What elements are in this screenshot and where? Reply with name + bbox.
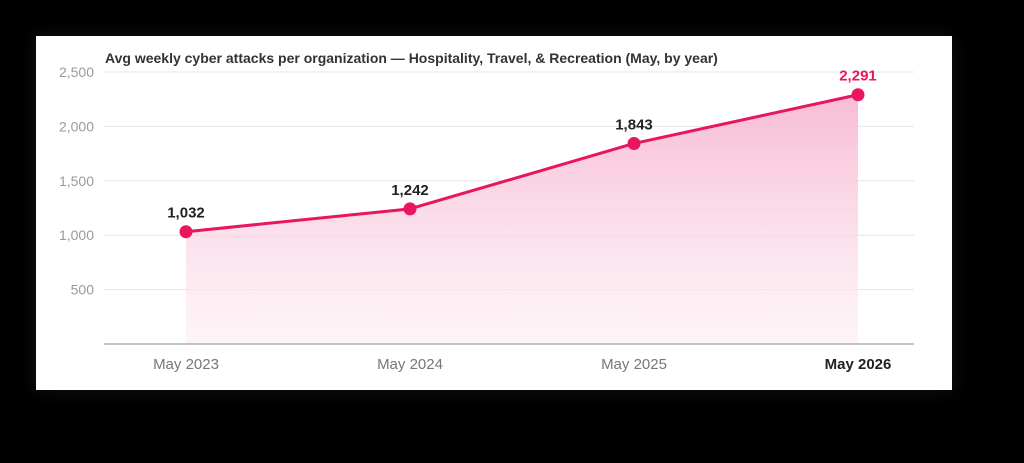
data-point [851,88,865,102]
line-area-chart: Avg weekly cyber attacks per organizatio… [59,50,914,373]
x-tick-label: May 2024 [377,356,443,373]
series-line [185,93,859,234]
data-label: 2,291 [839,68,877,85]
data-points [179,88,865,239]
data-labels: 1,032 1,242 1,843 2,291 [167,68,877,222]
chart-title: Avg weekly cyber attacks per organizatio… [105,50,718,66]
chart-card: Avg weekly cyber attacks per organizatio… [36,36,952,390]
x-tick-label: May 2025 [601,356,667,373]
y-tick-label: 2,000 [59,118,94,134]
y-axis-ticks: 500 1,000 1,500 2,000 2,500 [59,64,94,298]
y-tick-label: 500 [71,282,95,298]
data-label: 1,843 [615,116,653,133]
data-point [179,225,193,239]
x-tick-label: May 2026 [825,356,892,373]
y-tick-label: 2,500 [59,64,94,80]
area-fill [186,94,858,344]
y-tick-label: 1,000 [59,227,94,243]
area-fill-group [185,93,859,344]
data-label: 1,242 [391,182,429,199]
data-point [627,136,641,150]
data-label: 1,032 [167,205,205,222]
x-tick-label: May 2023 [153,356,219,373]
y-tick-label: 1,500 [59,173,94,189]
data-point [403,202,417,216]
x-axis-ticks: May 2023 May 2024 May 2025 May 2026 [153,356,891,373]
